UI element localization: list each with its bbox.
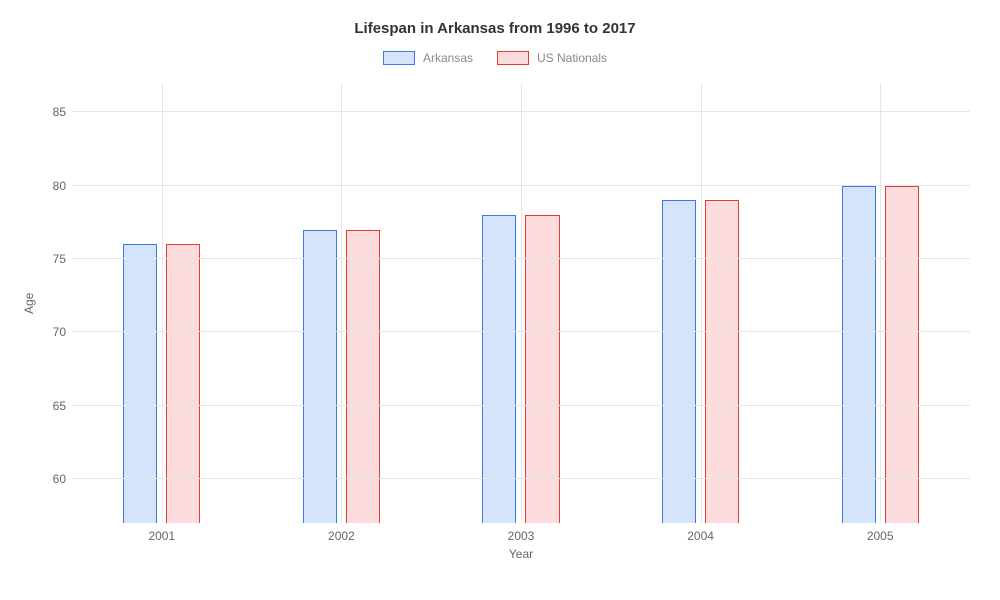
bar-us-nationals bbox=[166, 244, 200, 523]
legend-label: US Nationals bbox=[537, 51, 607, 65]
bar-arkansas bbox=[482, 215, 516, 523]
bar-arkansas bbox=[303, 230, 337, 523]
y-tick-label: 60 bbox=[53, 472, 66, 486]
x-axis: 2001 2002 2003 2004 2005 bbox=[72, 523, 970, 545]
x-tick-label: 2003 bbox=[508, 529, 535, 543]
legend-label: Arkansas bbox=[423, 51, 473, 65]
vertical-gridline bbox=[341, 83, 342, 523]
bar-us-nationals bbox=[705, 200, 739, 523]
legend-item-arkansas: Arkansas bbox=[383, 51, 473, 65]
y-tick-label: 70 bbox=[53, 325, 66, 339]
y-tick-label: 75 bbox=[53, 252, 66, 266]
y-tick-label: 85 bbox=[53, 105, 66, 119]
bar-arkansas bbox=[662, 200, 696, 523]
vertical-gridline bbox=[521, 83, 522, 523]
bar-us-nationals bbox=[525, 215, 559, 523]
chart-container: Lifespan in Arkansas from 1996 to 2017 A… bbox=[0, 0, 1000, 600]
chart-title: Lifespan in Arkansas from 1996 to 2017 bbox=[20, 20, 970, 37]
y-tick-label: 65 bbox=[53, 399, 66, 413]
plot bbox=[72, 83, 970, 523]
x-tick-label: 2001 bbox=[148, 529, 175, 543]
vertical-gridline bbox=[880, 83, 881, 523]
legend-swatch-arkansas bbox=[383, 51, 415, 65]
bar-us-nationals bbox=[885, 186, 919, 523]
x-tick-label: 2005 bbox=[867, 529, 894, 543]
x-tick-label: 2004 bbox=[687, 529, 714, 543]
bar-arkansas bbox=[842, 186, 876, 523]
bar-arkansas bbox=[123, 244, 157, 523]
legend-swatch-us-nationals bbox=[497, 51, 529, 65]
bar-us-nationals bbox=[346, 230, 380, 523]
vertical-gridline bbox=[162, 83, 163, 523]
y-axis-label: Age bbox=[20, 83, 38, 523]
legend-item-us-nationals: US Nationals bbox=[497, 51, 607, 65]
plot-area: Age 60 65 70 75 80 85 bbox=[20, 83, 970, 523]
y-axis: 60 65 70 75 80 85 bbox=[38, 83, 72, 523]
vertical-gridline bbox=[701, 83, 702, 523]
y-tick-label: 80 bbox=[53, 179, 66, 193]
x-tick-label: 2002 bbox=[328, 529, 355, 543]
legend: Arkansas US Nationals bbox=[20, 51, 970, 65]
x-axis-label: Year bbox=[72, 547, 970, 561]
